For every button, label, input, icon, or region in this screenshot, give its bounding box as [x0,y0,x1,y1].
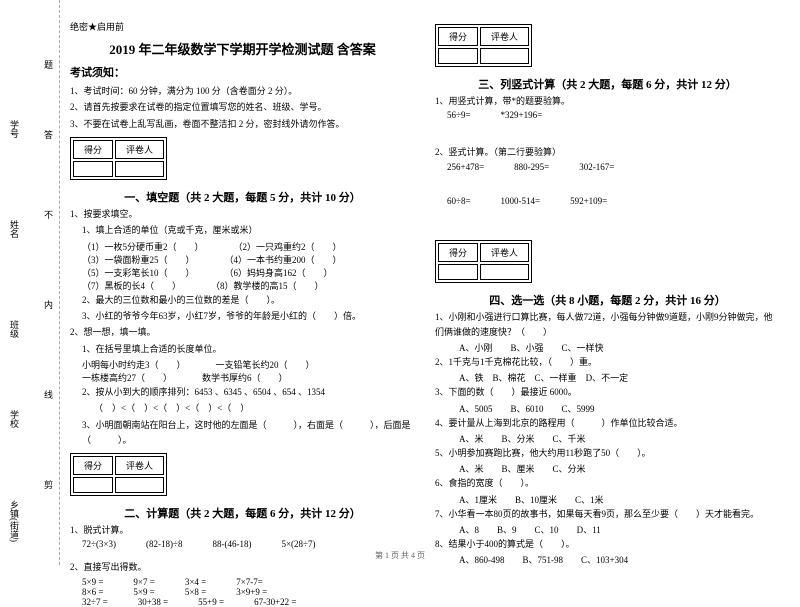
section-header: 二、计算题（共 2 大题，每题 6 分，共计 12 分） [70,505,415,521]
calc-row: 256+478=880-295=302-167= [435,162,780,172]
question-sub: 3、小红的爷爷今年63岁，小红7岁，爷爷的年龄是小红的（ ）倍。 [70,309,415,324]
question-stem: 1、按要求填空。 [70,207,415,222]
blank-line: （ ）<（ ）<（ ）<（ ）<（ ） [70,401,415,416]
calc-row: 56÷9= *329+196= [435,110,780,120]
choice-opts: A、小刚 B、小强 C、一样快 [435,341,780,354]
question-sub: 1、填上合适的单位（克或千克，厘米或米） [70,223,415,238]
binding-hint: 答 [42,130,55,139]
grader-label: 评卷人 [115,140,164,159]
choice-stem: 6、食指的宽度（ ）。 [435,476,780,491]
item-row: （3）一袋面粉重25（ ）（4）一本书约重200（ ） [70,253,415,266]
section-header: 一、填空题（共 2 大题，每题 5 分，共计 10 分） [70,189,415,205]
item-row: 小明每小时约走3（ ）一支铅笔长约20（ ） [70,358,415,371]
score-box: 得分 评卷人 [70,137,167,180]
score-label: 得分 [438,27,478,46]
question-stem: 1、脱式计算。 [70,523,415,538]
choice-stem: 2、1千克与1千克棉花比较，（ ）重。 [435,355,780,370]
grader-label: 评卷人 [480,243,529,262]
binding-hint: 内 [42,300,55,309]
question-stem: 2、直接写出得数。 [70,560,415,575]
score-box: 得分 评卷人 [435,240,532,283]
right-column: 得分 评卷人 三、列竖式计算（共 2 大题，每题 6 分，共计 12 分） 1、… [435,20,780,555]
question-stem: 2、想一想，填一填。 [70,325,415,340]
score-label: 得分 [438,243,478,262]
section-header: 四、选一选（共 8 小题，每题 2 分，共计 16 分） [435,292,780,308]
binding-label: 学号 [8,120,21,138]
question-sub: 2、按从小到大的顺序排列：6453 、6345 、6504 、654 、1354 [70,385,415,400]
question-stem: 2、竖式计算。（第二行要验算） [435,145,780,160]
score-label: 得分 [73,140,113,159]
choice-stem: 1、小刚和小强进行口算比赛，每人做72道，小强每分钟做9道题，小刚9分钟做完，他… [435,310,780,341]
item-row: （5）一支彩笔长10（ ）（6）妈妈身高162（ ） [70,266,415,279]
item-row: （7）黑板的长4（ ）（8）教学楼的高15（ ） [70,279,415,292]
binding-label: 姓名 [8,220,21,238]
page-footer: 第 1 页 共 4 页 [0,550,800,561]
question-stem: 1、用竖式计算，带*的题要验算。 [435,94,780,109]
binding-label: 班级 [8,320,21,338]
section-header: 三、列竖式计算（共 2 大题，每题 6 分，共计 12 分） [435,76,780,92]
grader-label: 评卷人 [480,27,529,46]
notice-header: 考试须知： [70,64,415,80]
question-sub: 2、最大的三位数和最小的三位数的差是（ ）。 [70,293,415,308]
binding-hint: 不 [42,210,55,219]
binding-margin: 乡镇(街道) 学校 班级 姓名 学号 剪 线 内 不 答 题 [0,0,60,565]
item-row: 一栋楼高约27（ ）数学书厚约6（ ） [70,371,415,384]
content-area: 绝密★启用前 2019 年二年级数学下学期开学检测试题 含答案 考试须知： 1、… [70,20,780,555]
choice-opts: A、8 B、9 C、10 D、11 [435,523,780,536]
score-box: 得分 评卷人 [435,24,532,67]
score-box: 得分 评卷人 [70,453,167,496]
score-label: 得分 [73,456,113,475]
notice-item: 1、考试时间：60 分钟，满分为 100 分（含卷面分 2 分）。 [70,84,415,98]
choice-opts: A、铁 B、棉花 C、一样重 D、不一定 [435,371,780,384]
calc-row: 60÷8=1000-514=592+109= [435,196,780,206]
binding-hint: 题 [42,60,55,69]
left-column: 绝密★启用前 2019 年二年级数学下学期开学检测试题 含答案 考试须知： 1、… [70,20,415,555]
binding-label: 学校 [8,410,21,428]
calc-row: 32÷7 =30+38 =55+9 =67-30+22 = [70,597,415,607]
calc-row: 5×9 =9×7 =3×4 =7×7-7= [70,577,415,587]
item-row: （1）一枚5分硬币重2（ ）（2）一只鸡重约2（ ） [70,240,415,253]
binding-hint: 剪 [42,480,55,489]
question-sub: 3、小明面朝南站在阳台上，这时他的左面是（ ），右面是（ ），后面是（ ）。 [70,418,415,449]
choice-opts: A、1厘米 B、10厘米 C、1米 [435,493,780,506]
choice-opts: A、米 B、分米 C、千米 [435,432,780,445]
grader-label: 评卷人 [115,456,164,475]
choice-stem: 7、小华看一本80页的故事书，如果每天看9页，那么至少要（ ）天才能看完。 [435,507,780,522]
choice-stem: 5、小明参加赛跑比赛，他大约用11秒跑了50（ ）。 [435,446,780,461]
binding-label: 乡镇(街道) [8,500,21,542]
notice-item: 2、请首先按要求在试卷的指定位置填写您的姓名、班级、学号。 [70,100,415,114]
calc-row: 72÷(3×3) (82-18)÷8 88-(46-18) 5×(28÷7) [70,539,415,549]
choice-stem: 3、下面的数（ ）最接近 6000。 [435,385,780,400]
calc-row: 8×6 =5×9 =5×8 =3×9+9 = [70,587,415,597]
choice-opts: A、5005 B、6010 C、5999 [435,402,780,415]
choice-opts: A、米 B、厘米 C、分米 [435,462,780,475]
secrecy-label: 绝密★启用前 [70,20,415,33]
choice-stem: 4、要计量从上海到北京的路程用（ ）作单位比较合适。 [435,416,780,431]
exam-title: 2019 年二年级数学下学期开学检测试题 含答案 [70,39,415,58]
notice-item: 3、不要在试卷上乱写乱画，卷面不整洁扣 2 分，密封线外请勿作答。 [70,117,415,131]
question-sub: 1、在括号里填上合适的长度单位。 [70,342,415,357]
binding-hint: 线 [42,390,55,399]
